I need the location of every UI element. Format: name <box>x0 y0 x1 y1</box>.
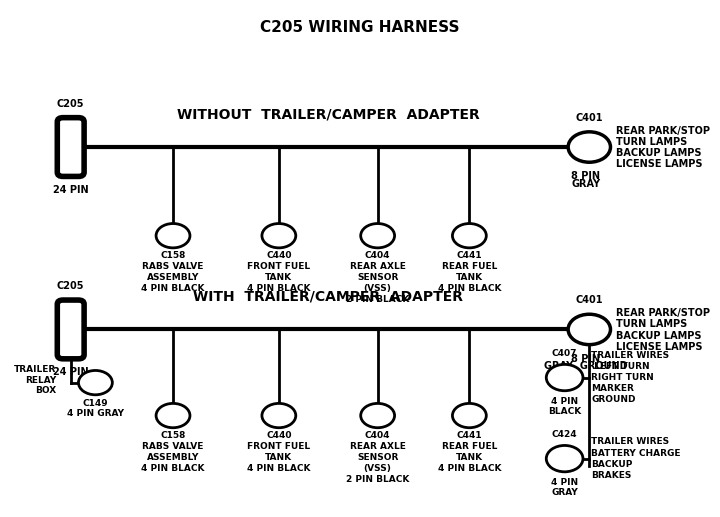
Text: C401: C401 <box>575 295 603 305</box>
Circle shape <box>156 223 190 248</box>
Text: TRAILER WIRES
 LEFT TURN
RIGHT TURN
MARKER
GROUND: TRAILER WIRES LEFT TURN RIGHT TURN MARKE… <box>591 351 670 404</box>
Text: C441
REAR FUEL
TANK
4 PIN BLACK: C441 REAR FUEL TANK 4 PIN BLACK <box>438 251 501 293</box>
Text: BACKUP LAMPS: BACKUP LAMPS <box>616 148 701 158</box>
Text: 4 PIN
GRAY: 4 PIN GRAY <box>551 478 578 497</box>
Text: TURN LAMPS: TURN LAMPS <box>616 320 688 329</box>
Circle shape <box>546 364 583 391</box>
Circle shape <box>452 403 486 428</box>
Text: TRAILER
RELAY
BOX: TRAILER RELAY BOX <box>14 365 57 395</box>
Text: TURN LAMPS: TURN LAMPS <box>616 137 688 147</box>
Circle shape <box>78 371 112 395</box>
Circle shape <box>361 223 395 248</box>
Text: REAR PARK/STOP: REAR PARK/STOP <box>616 308 710 318</box>
Text: GRAY: GRAY <box>571 179 600 189</box>
Text: C440
FRONT FUEL
TANK
4 PIN BLACK: C440 FRONT FUEL TANK 4 PIN BLACK <box>247 431 310 473</box>
Text: C205: C205 <box>57 99 84 109</box>
Text: 8 PIN: 8 PIN <box>571 354 600 364</box>
Text: C401: C401 <box>575 113 603 123</box>
Text: 8 PIN: 8 PIN <box>571 171 600 181</box>
Text: C205 WIRING HARNESS: C205 WIRING HARNESS <box>260 21 460 36</box>
Circle shape <box>452 223 486 248</box>
Text: 24 PIN: 24 PIN <box>53 185 89 195</box>
Text: C407: C407 <box>552 349 577 358</box>
Text: C149
4 PIN GRAY: C149 4 PIN GRAY <box>67 399 124 418</box>
Text: GRAY  GROUND: GRAY GROUND <box>544 361 628 371</box>
Text: C404
REAR AXLE
SENSOR
(VSS)
2 PIN BLACK: C404 REAR AXLE SENSOR (VSS) 2 PIN BLACK <box>346 251 410 305</box>
Text: C441
REAR FUEL
TANK
4 PIN BLACK: C441 REAR FUEL TANK 4 PIN BLACK <box>438 431 501 473</box>
Text: TRAILER WIRES
BATTERY CHARGE
BACKUP
BRAKES: TRAILER WIRES BATTERY CHARGE BACKUP BRAK… <box>591 437 681 480</box>
Circle shape <box>262 403 296 428</box>
Text: WITHOUT  TRAILER/CAMPER  ADAPTER: WITHOUT TRAILER/CAMPER ADAPTER <box>177 107 480 121</box>
Text: REAR PARK/STOP: REAR PARK/STOP <box>616 126 710 136</box>
Text: BACKUP LAMPS: BACKUP LAMPS <box>616 330 701 341</box>
Text: C205: C205 <box>57 281 84 292</box>
Text: LICENSE LAMPS: LICENSE LAMPS <box>616 342 703 352</box>
Text: WITH  TRAILER/CAMPER  ADAPTER: WITH TRAILER/CAMPER ADAPTER <box>193 290 463 303</box>
FancyBboxPatch shape <box>58 300 84 359</box>
Text: C158
RABS VALVE
ASSEMBLY
4 PIN BLACK: C158 RABS VALVE ASSEMBLY 4 PIN BLACK <box>141 431 204 473</box>
Circle shape <box>262 223 296 248</box>
Text: LICENSE LAMPS: LICENSE LAMPS <box>616 159 703 169</box>
Circle shape <box>568 132 611 162</box>
Text: 4 PIN
BLACK: 4 PIN BLACK <box>548 397 581 416</box>
Text: C440
FRONT FUEL
TANK
4 PIN BLACK: C440 FRONT FUEL TANK 4 PIN BLACK <box>247 251 310 293</box>
Text: C158
RABS VALVE
ASSEMBLY
4 PIN BLACK: C158 RABS VALVE ASSEMBLY 4 PIN BLACK <box>141 251 204 293</box>
Circle shape <box>361 403 395 428</box>
Circle shape <box>156 403 190 428</box>
Circle shape <box>546 446 583 472</box>
FancyBboxPatch shape <box>58 118 84 176</box>
Circle shape <box>568 314 611 345</box>
Text: 24 PIN: 24 PIN <box>53 368 89 377</box>
Text: C424: C424 <box>552 430 577 439</box>
Text: C404
REAR AXLE
SENSOR
(VSS)
2 PIN BLACK: C404 REAR AXLE SENSOR (VSS) 2 PIN BLACK <box>346 431 410 484</box>
